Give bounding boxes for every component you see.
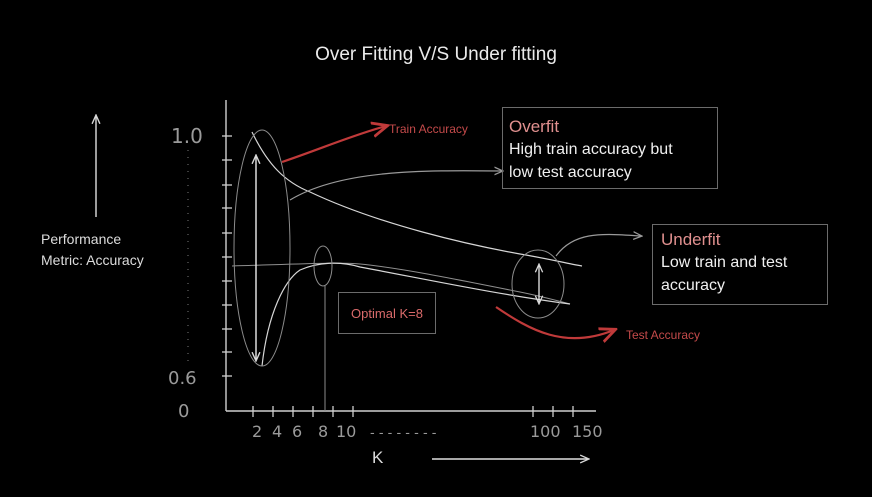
y-axis-label-line-2: Metric: Accuracy xyxy=(41,252,144,268)
x-axis-ticks xyxy=(252,406,574,417)
y-tick-label-0-6: 0.6 xyxy=(168,368,197,389)
y-tick-label-0: 0 xyxy=(178,401,189,422)
y-tick-label-1-0: 1.0 xyxy=(171,124,203,148)
x-tick-label-2: 2 xyxy=(252,422,262,441)
optimal-point-ellipse xyxy=(313,245,333,287)
x-tick-label-150: 150 xyxy=(572,422,603,441)
x-tick-label-4: 4 xyxy=(272,422,282,441)
optimal-k-annotation: Optimal K=8 xyxy=(338,292,436,334)
chart-title: Over Fitting V/S Under fitting xyxy=(315,44,557,65)
x-tick-ellipsis: - - - - - - - - xyxy=(370,426,437,441)
train-accuracy-curve xyxy=(251,131,583,267)
overfit-connector-arrow xyxy=(289,171,502,201)
underfit-text-line-2: accuracy xyxy=(661,277,726,294)
overfit-region-ellipse xyxy=(233,129,291,367)
underfit-region-ellipse xyxy=(511,249,565,319)
underfit-connector-arrow xyxy=(555,235,641,257)
train-accuracy-label: Train Accuracy xyxy=(389,122,468,136)
overfit-annotation-box: Overfit High train accuracy but low test… xyxy=(502,107,718,189)
y-axis-ticks xyxy=(222,135,232,377)
y-axis-label-line-1: Performance xyxy=(41,231,122,247)
x-axis-label: K xyxy=(372,448,384,467)
underfit-text-line-1: Low train and test xyxy=(661,254,788,271)
x-tick-label-6: 6 xyxy=(292,422,302,441)
test-accuracy-curve xyxy=(261,262,571,367)
y-axis-label: Performance Metric: Accuracy xyxy=(41,229,144,271)
overfit-text-line-1: High train accuracy but xyxy=(509,141,673,158)
train-accuracy-arrow xyxy=(281,126,386,164)
overfit-text-line-2: low test accuracy xyxy=(509,164,632,181)
underfit-annotation-box: Underfit Low train and test accuracy xyxy=(652,224,828,305)
test-accuracy-arrow xyxy=(495,306,614,338)
x-tick-label-100: 100 xyxy=(530,422,561,441)
test-accuracy-label: Test Accuracy xyxy=(626,328,701,342)
overfit-title: Overfit xyxy=(509,117,560,136)
x-tick-label-8: 8 xyxy=(318,422,328,441)
x-tick-label-10: 10 xyxy=(336,422,356,441)
underfit-title: Underfit xyxy=(661,230,721,249)
